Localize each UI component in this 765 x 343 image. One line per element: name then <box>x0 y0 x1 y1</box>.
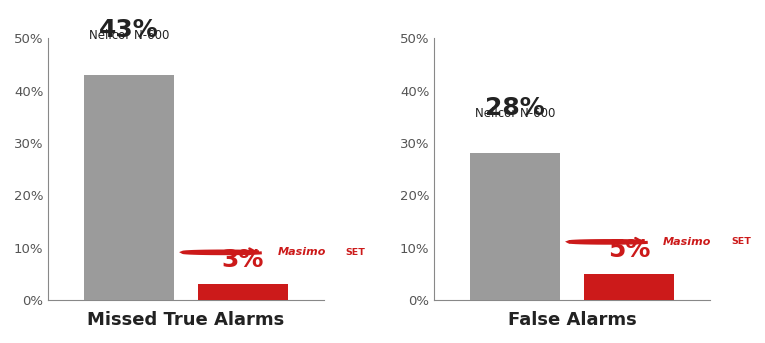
X-axis label: Missed True Alarms: Missed True Alarms <box>87 311 285 329</box>
Text: Nellcor N-600: Nellcor N-600 <box>475 92 555 120</box>
Text: 43%: 43% <box>99 18 159 42</box>
Text: Masimo: Masimo <box>277 247 326 257</box>
Text: Masimo: Masimo <box>663 237 711 247</box>
Text: SET: SET <box>346 248 366 257</box>
Bar <box>198 284 288 300</box>
Text: 28%: 28% <box>485 96 545 120</box>
Bar <box>470 153 560 300</box>
Bar <box>84 75 174 300</box>
Text: 3%: 3% <box>222 248 264 272</box>
Text: SET: SET <box>731 237 751 246</box>
Text: 5%: 5% <box>608 238 650 262</box>
Bar <box>584 274 674 300</box>
X-axis label: False Alarms: False Alarms <box>508 311 636 329</box>
Text: Nellcor N-600: Nellcor N-600 <box>89 14 169 42</box>
